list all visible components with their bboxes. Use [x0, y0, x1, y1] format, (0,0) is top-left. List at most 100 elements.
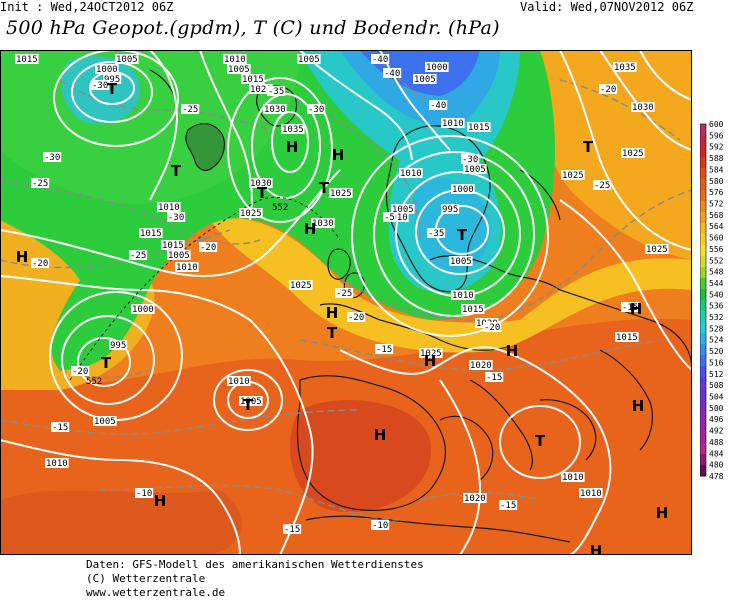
field-red-iberia — [290, 400, 432, 512]
colorbar-label: 508 — [709, 381, 724, 390]
colorbar-label: 560 — [709, 234, 724, 243]
isotherm-label-bg — [307, 104, 326, 114]
isobar-label: 1030 — [312, 219, 334, 229]
isobar-label: 1015 — [462, 305, 484, 315]
isobar-label: 1010 — [46, 459, 68, 469]
isobar-label-bg — [461, 304, 485, 314]
isotherm-label-bg — [375, 344, 394, 354]
isotherm-label: -40 — [384, 69, 400, 79]
isobar-label-bg — [93, 416, 117, 426]
high-pressure-symbol: H — [304, 220, 317, 238]
colorbar-label: 568 — [709, 211, 724, 220]
isobar-label: 1015 — [616, 333, 638, 343]
isobar-label-bg — [561, 472, 585, 482]
isobar-label-bg — [103, 74, 122, 84]
isotherm-label: -30 — [92, 81, 108, 91]
isobar-label: 1025 — [290, 281, 312, 291]
colorbar-swatch — [700, 344, 706, 356]
isotherm-label-bg — [429, 100, 448, 110]
low-pressure-symbol: T — [243, 396, 254, 414]
colorbar-label: 496 — [709, 415, 724, 424]
footer-source: Daten: GFS-Modell des amerikanischen Wet… — [86, 558, 424, 571]
low-pressure-symbol: T — [327, 324, 338, 342]
isobar-label-bg — [561, 170, 585, 180]
isobar-label: 1030 — [264, 105, 286, 115]
isobars — [0, 50, 692, 555]
isobar-label-bg — [109, 340, 128, 350]
isobar-label-bg — [289, 280, 313, 290]
colorbar-label: 524 — [709, 336, 724, 345]
low-pressure-symbol: T — [319, 179, 330, 197]
colorbar-label: 592 — [709, 143, 724, 152]
isobar-label-bg — [167, 250, 191, 260]
isobar-label-bg — [249, 178, 273, 188]
isotherm-label: -25 — [32, 179, 48, 189]
isotherm-label: -40 — [372, 55, 388, 65]
colorbar-label: 500 — [709, 404, 724, 413]
isobar-label-bg — [239, 208, 263, 218]
colorbar-swatch — [700, 267, 706, 279]
isobar-label-bg — [579, 488, 603, 498]
colorbar-label: 552 — [709, 256, 724, 265]
isotherm-label-bg — [135, 488, 154, 498]
isotherm-label: -30 — [462, 155, 478, 165]
isotherm-label: -15 — [52, 423, 68, 433]
colorbar-swatch — [700, 399, 706, 411]
isobar-label: 1010 — [442, 119, 464, 129]
isotherm-label-bg — [181, 104, 200, 114]
isobar-label: 1025 — [622, 149, 644, 159]
isotherm-label-bg — [383, 68, 402, 78]
isotherm-label: -25 — [336, 289, 352, 299]
isobar-label-bg — [463, 164, 487, 174]
colorbar-label: 540 — [709, 290, 724, 299]
isobar-label-bg — [281, 124, 305, 134]
colorbar-swatch — [700, 190, 706, 202]
colorbar-swatch — [700, 465, 706, 477]
isobar-label: 1035 — [282, 125, 304, 135]
isotherm-label: -15 — [622, 303, 638, 313]
colorbar-swatch — [700, 234, 706, 246]
isobar-label: 1010 — [228, 377, 250, 387]
isotherm-label: -5 — [384, 213, 395, 223]
isobar-label: 995 — [104, 75, 120, 85]
isobar-label: 1005 — [298, 55, 320, 65]
isobar-label: 1005 — [240, 397, 262, 407]
isobar-label: 1025 — [562, 171, 584, 181]
colorbar-swatch — [700, 443, 706, 455]
colorbar-label: 520 — [709, 347, 724, 356]
isobar-label-bg — [391, 204, 415, 214]
colorbar-label: 536 — [709, 302, 724, 311]
isobar-label-bg — [329, 188, 353, 198]
isobar-label-bg — [425, 62, 449, 72]
isotherm-label: -25 — [130, 251, 146, 261]
colorbar-swatch — [700, 212, 706, 224]
isotherm-label-bg — [91, 80, 110, 90]
field-blue — [360, 50, 480, 96]
isotherm-label-bg — [499, 500, 518, 510]
isotherm-label-bg — [621, 302, 640, 312]
isobar-label: 1015 — [468, 123, 490, 133]
colorbar-label: 504 — [709, 393, 724, 402]
low-pressure-symbol: T — [171, 162, 182, 180]
low-pressure-symbol: T — [257, 184, 268, 202]
colorbar-swatch — [700, 179, 706, 191]
isobar-label-bg — [631, 102, 655, 112]
colorbar-label: 480 — [709, 461, 724, 470]
isobar-label-bg — [613, 62, 637, 72]
colorbar-label: 600 — [709, 120, 724, 129]
isobar-label-bg — [297, 54, 321, 64]
colorbar-swatch — [700, 278, 706, 290]
isotherm-label-bg — [31, 178, 50, 188]
isobar-label-bg — [385, 212, 409, 222]
isotherm-label-bg — [43, 152, 62, 162]
isobar-label-bg — [227, 376, 251, 386]
isotherm-label-bg — [371, 520, 390, 530]
colorbar-swatch — [700, 289, 706, 301]
field-cyan-low — [412, 177, 490, 274]
colorbar-label: 532 — [709, 313, 724, 322]
isobar-label-bg — [115, 54, 139, 64]
isobar-label: 1015 — [242, 75, 264, 85]
isobar-label: 1025 — [330, 189, 352, 199]
